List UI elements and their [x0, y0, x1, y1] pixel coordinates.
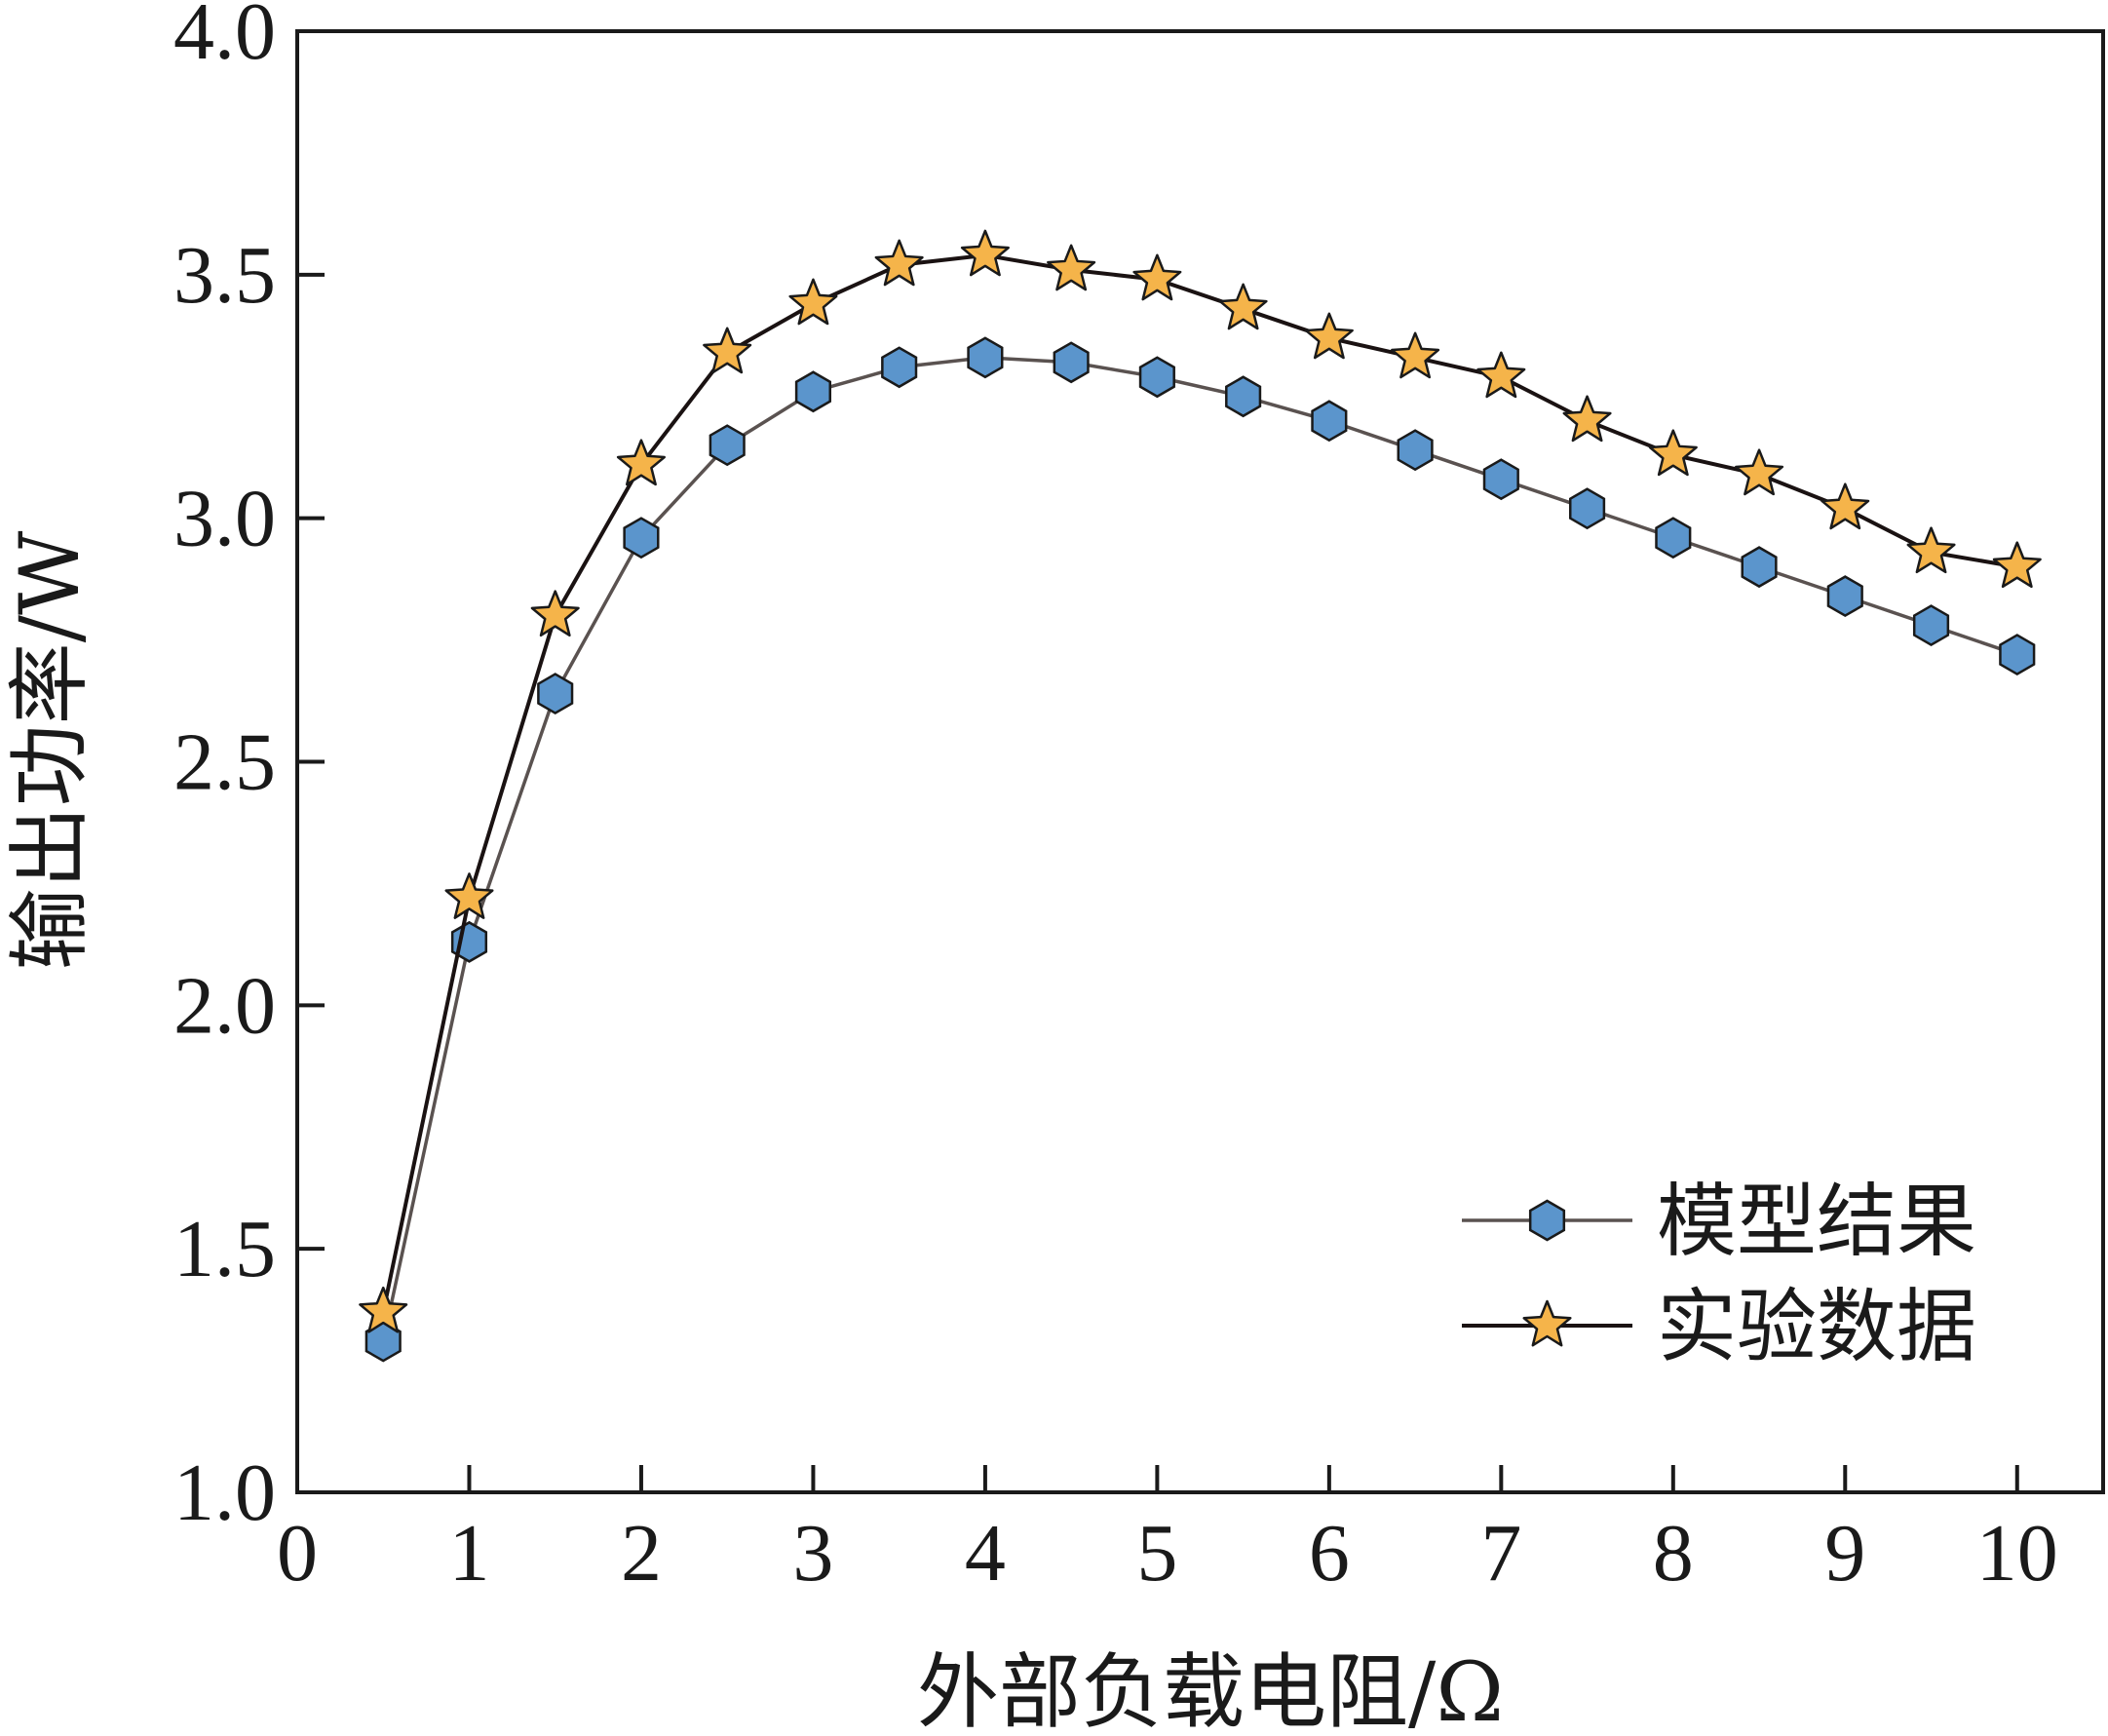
data-point — [1225, 375, 1262, 418]
x-tick-label: 8 — [1653, 1508, 1694, 1599]
data-point — [1648, 429, 1698, 477]
x-tick-label: 0 — [277, 1508, 318, 1599]
data-point — [1132, 253, 1182, 301]
y-tick-label: 4.0 — [173, 0, 276, 77]
data-point — [967, 336, 1004, 379]
series-line — [381, 252, 2018, 1313]
data-point — [794, 370, 831, 413]
x-tick-label: 9 — [1824, 1508, 1865, 1599]
data-point — [1218, 283, 1268, 330]
x-tick-label: 4 — [965, 1508, 1006, 1599]
plot-frame — [295, 29, 2105, 1494]
data-point — [1999, 634, 2036, 676]
legend-marker — [1522, 1299, 1572, 1347]
data-point — [623, 517, 660, 559]
data-point — [1741, 546, 1778, 589]
data-point — [530, 590, 580, 637]
data-point — [1304, 312, 1354, 360]
data-point — [1053, 341, 1090, 384]
x-tick-label: 2 — [621, 1508, 662, 1599]
plot-layer — [295, 29, 2105, 1494]
data-point — [1912, 604, 1950, 647]
data-point — [364, 1320, 402, 1363]
data-point — [1992, 541, 2042, 589]
y-axis-title: 输出功率/W — [2, 530, 97, 970]
data-point — [444, 872, 494, 919]
legend-item: 模型结果 — [1462, 1176, 1976, 1268]
data-point — [1397, 429, 1434, 472]
series-1 — [364, 336, 2036, 1363]
legend-label: 实验数据 — [1657, 1281, 1976, 1373]
data-point — [1138, 356, 1175, 399]
data-point — [703, 327, 752, 374]
y-tick-label: 1.5 — [173, 1204, 276, 1294]
data-point — [359, 1286, 408, 1333]
data-point — [537, 673, 574, 714]
data-point — [1821, 482, 1870, 530]
x-tick-label: 1 — [448, 1508, 489, 1599]
data-point — [1826, 575, 1863, 618]
legend-label: 模型结果 — [1657, 1176, 1976, 1268]
y-tick-label: 3.0 — [173, 474, 276, 564]
x-tick-label: 3 — [792, 1508, 833, 1599]
data-point — [788, 278, 838, 326]
data-point — [1569, 487, 1606, 530]
legend-item: 实验数据 — [1462, 1281, 1976, 1373]
data-point — [1562, 395, 1612, 443]
y-tick-label: 2.0 — [173, 960, 276, 1051]
x-tick-label: 10 — [1976, 1508, 2058, 1599]
data-point — [1735, 448, 1784, 496]
data-point — [1906, 526, 1956, 574]
series-layer — [359, 229, 2042, 1363]
data-point — [881, 346, 918, 389]
data-point — [1047, 244, 1096, 291]
data-point — [616, 439, 666, 486]
data-point — [1391, 331, 1440, 379]
x-tick-label: 7 — [1480, 1508, 1521, 1599]
x-axis-title: 外部负载电阻/Ω — [917, 1644, 1504, 1736]
data-point — [709, 424, 746, 467]
data-point — [1482, 458, 1519, 501]
data-point — [1311, 400, 1348, 443]
axis-layer: 0 1 2 3 4 5 6 7 8 9 10 1.0 1.5 2.0 2.5 3.0 3.5 4.0 — [173, 0, 2058, 1599]
data-point — [960, 229, 1010, 277]
y-tick-label: 1.0 — [173, 1447, 276, 1538]
y-tick-label: 3.5 — [173, 230, 276, 321]
data-point — [1476, 351, 1526, 399]
data-point — [874, 239, 924, 287]
series-2 — [359, 229, 2042, 1333]
y-tick-label: 2.5 — [173, 717, 276, 808]
x-tick-label: 5 — [1136, 1508, 1177, 1599]
x-tick-label: 6 — [1309, 1508, 1350, 1599]
data-point — [1655, 517, 1692, 559]
legend-marker — [1528, 1199, 1566, 1242]
